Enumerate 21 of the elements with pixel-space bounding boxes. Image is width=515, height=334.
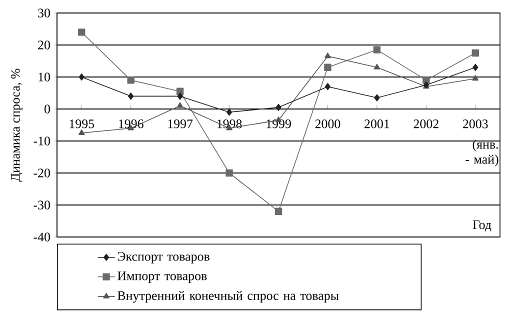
y-tick-label: -40 xyxy=(34,232,50,242)
annotation: (янв. - май) xyxy=(466,140,498,166)
y-tick-label: 20 xyxy=(38,40,50,50)
y-tick-label: -20 xyxy=(34,168,50,178)
y-tick-label: 30 xyxy=(38,8,50,18)
y-tick-label: -30 xyxy=(34,200,50,210)
legend-label: Внутренний конечный спрос на товары xyxy=(118,291,339,303)
legend-label: Импорт товаров xyxy=(118,272,207,283)
y-tick-label: 0 xyxy=(44,104,50,114)
x-axis-title: Год xyxy=(472,220,492,232)
legend-label: Экспорт товаров xyxy=(118,252,210,264)
x-tick-label: 1997 xyxy=(168,120,193,128)
x-tick-label: 2000 xyxy=(315,120,340,128)
y-tick-label: -10 xyxy=(34,136,50,146)
x-tick-label: 1996 xyxy=(119,120,144,128)
x-tick-label: 2003 xyxy=(463,120,488,128)
y-tick-label: 10 xyxy=(38,72,50,82)
x-tick-label: 2002 xyxy=(414,120,438,128)
x-tick-label: 2001 xyxy=(364,120,390,128)
x-tick-label: 1995 xyxy=(70,120,94,128)
y-axis-title: Динамика спроса, % xyxy=(11,68,22,182)
